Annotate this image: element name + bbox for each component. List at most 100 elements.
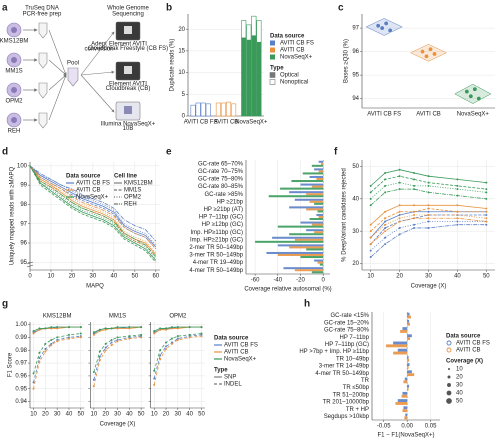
y-tick-label: 2-mer TR 50–149bp [189, 245, 243, 251]
bar [407, 384, 410, 388]
point [485, 188, 488, 191]
y-tick-label: Segdups >10kbp [324, 414, 370, 420]
bar [407, 363, 410, 366]
point [384, 184, 387, 187]
y-tick-label: 100 [17, 163, 28, 169]
point [128, 337, 131, 340]
legend-title: Data source [214, 336, 249, 342]
legend-label: 40 [456, 391, 463, 397]
bar-segment [220, 102, 227, 117]
legend-size [447, 367, 451, 371]
legend-swatch [270, 40, 275, 46]
instrument-label: Element AVITI [109, 42, 147, 48]
bar-segment [256, 20, 262, 43]
x-tick-label: 40 [454, 274, 461, 280]
point [398, 226, 401, 229]
point [456, 178, 459, 181]
bar-segment [226, 101, 232, 117]
cell-nucleus [11, 117, 17, 123]
diamond [454, 83, 492, 104]
line [29, 165, 157, 248]
point [44, 327, 47, 330]
legend-label: 20 [456, 375, 463, 381]
x-tick-label: 20 [42, 412, 49, 418]
point [476, 96, 482, 102]
point [398, 210, 401, 213]
point [50, 344, 53, 347]
bar [311, 271, 324, 274]
point [427, 220, 430, 223]
panel-label: h [304, 299, 310, 310]
point [110, 338, 113, 341]
point [485, 207, 488, 210]
x-axis-title: MAPQ [86, 284, 104, 290]
bar [386, 344, 408, 348]
point [468, 93, 474, 99]
instrument-label: Cloudbreak Freestyle (CB FS) [88, 46, 168, 52]
point [32, 387, 35, 390]
point [383, 20, 389, 26]
point [413, 184, 416, 187]
instrument-screen [124, 106, 132, 114]
y-tick-label: 99 [20, 183, 27, 189]
point [56, 336, 59, 339]
point [32, 372, 35, 375]
panel-label: d [2, 147, 8, 158]
legend-label: NovaSeqX+ [76, 195, 109, 201]
bar [402, 327, 408, 330]
tube [38, 52, 48, 69]
point [165, 341, 168, 344]
y-axis-title: Uniquely mapped reads with ≥MAPQ [10, 167, 16, 266]
bar-segment [231, 103, 237, 117]
x-tick-label: AVITI CB FS [184, 120, 218, 126]
pool-label: Pool [67, 61, 79, 67]
point [67, 337, 70, 340]
x-tick-label: 30 [114, 412, 121, 418]
x-tick-label: 20 [396, 274, 403, 280]
x-tick-label: 40 [186, 412, 193, 418]
y-tick-label: GC-rate 15–20% [324, 320, 370, 326]
x-axis-title: F1 − F1(NovaSeqX+) [377, 433, 434, 439]
bar [306, 248, 324, 251]
bar [407, 319, 410, 323]
point [98, 350, 101, 353]
point [44, 342, 47, 345]
y-tick-label: 15 [178, 48, 185, 54]
legend-label: AVITI CB [224, 350, 249, 356]
point [384, 217, 387, 220]
legend-title: Type [214, 368, 228, 374]
y-tick-label: GC-rate <15% [330, 313, 369, 319]
bar [401, 394, 408, 398]
x-tick-label: 0.00 [401, 424, 413, 430]
bar [407, 373, 415, 377]
bar [289, 191, 324, 194]
bar [300, 183, 324, 186]
x-axis-title: Coverage relative autosomal (%) [244, 287, 331, 293]
point [176, 326, 179, 329]
bar [283, 267, 324, 270]
bar-segment [195, 102, 201, 117]
point [32, 332, 35, 335]
line [29, 165, 157, 255]
bar [393, 341, 408, 345]
seq-title: Sequencing [112, 12, 144, 18]
legend-label: REH [124, 202, 137, 208]
legend-label: NovaSeqX+ [280, 55, 313, 61]
point [104, 342, 107, 345]
bar-segment [251, 35, 257, 117]
legend-swatch [270, 54, 275, 60]
point [384, 220, 387, 223]
x-tick-label: 0.05 [425, 424, 437, 430]
bar [314, 231, 324, 234]
bar [289, 206, 324, 209]
point [485, 223, 488, 226]
bar [404, 416, 408, 420]
y-tick-label: HP ≥21bp [216, 199, 243, 205]
bar [255, 240, 324, 243]
bar [314, 168, 324, 171]
facet-title: MM1S [109, 314, 126, 320]
point [140, 333, 143, 336]
point [413, 217, 416, 220]
point [159, 358, 162, 361]
bar [407, 334, 412, 338]
